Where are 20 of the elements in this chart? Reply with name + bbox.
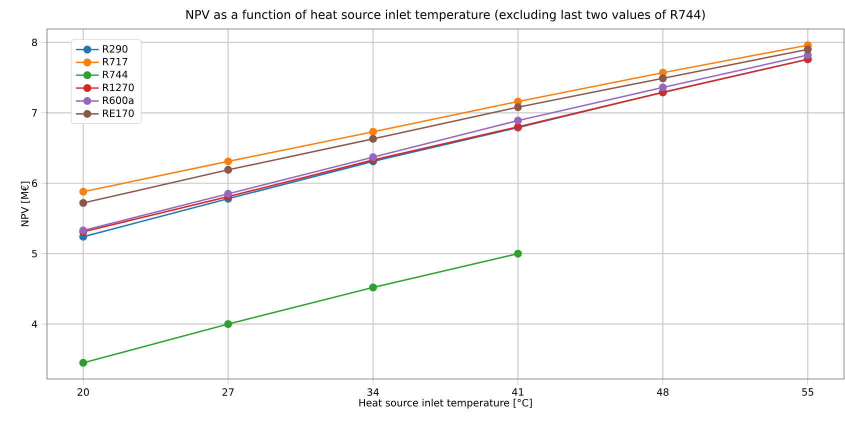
legend-label: RE170 bbox=[103, 109, 134, 118]
x-tick-label: 48 bbox=[657, 388, 669, 396]
x-tick-label: 20 bbox=[78, 388, 89, 396]
y-tick-label: 8 bbox=[32, 38, 38, 46]
x-tick-label: 55 bbox=[802, 388, 814, 396]
x-tick-label: 27 bbox=[222, 388, 234, 396]
x-tick-label: 34 bbox=[367, 388, 379, 396]
legend-label: R600a bbox=[103, 96, 134, 104]
legend-label: R1270 bbox=[103, 84, 134, 92]
y-tick-label: 7 bbox=[32, 109, 37, 116]
x-axis-title: Heat source inlet temperature [°C] bbox=[359, 398, 532, 408]
y-tick-label: 6 bbox=[32, 179, 38, 188]
legend-label: R290 bbox=[103, 45, 128, 53]
chart-title: NPV as a function of heat source inlet temperature (excluding last two values of R744) bbox=[186, 10, 705, 22]
legend-label: R717 bbox=[103, 58, 128, 66]
y-tick-label: 4 bbox=[32, 320, 38, 328]
legend-label: R744 bbox=[103, 70, 128, 78]
y-tick-label: 5 bbox=[32, 250, 37, 258]
y-axis-title: NPV [M€] bbox=[20, 182, 30, 226]
x-tick-label: 41 bbox=[512, 388, 524, 396]
